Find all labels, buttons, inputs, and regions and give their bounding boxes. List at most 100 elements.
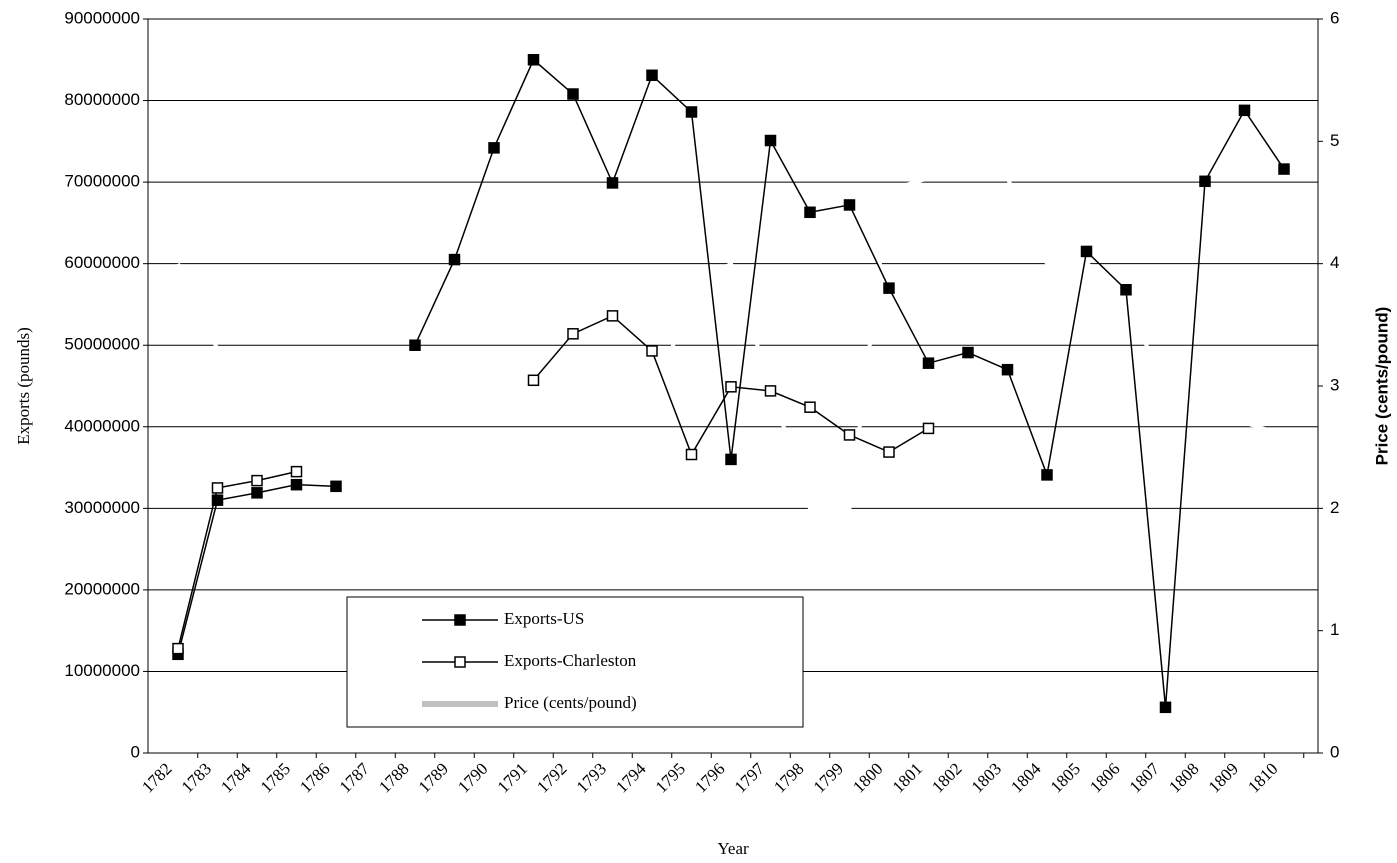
marker <box>685 448 698 461</box>
y-tick-label: 60000000 <box>64 253 140 272</box>
x-tick-label: 1792 <box>533 759 570 796</box>
x-tick-label: 1788 <box>375 759 412 796</box>
x-tick-label: 1783 <box>178 759 215 796</box>
marker <box>764 385 777 397</box>
marker <box>211 494 224 506</box>
marker <box>488 142 500 154</box>
legend-label: Exports-US <box>504 609 584 628</box>
marker <box>172 642 184 655</box>
y-tick-label: 20000000 <box>64 579 140 598</box>
x-tick-label: 1803 <box>968 759 1005 796</box>
marker <box>685 106 698 118</box>
x-tick-label: 1784 <box>217 759 255 797</box>
marker <box>251 474 263 487</box>
marker <box>290 478 303 491</box>
y-axis-title: Exports (pounds) <box>14 327 33 445</box>
x-tick-label: 1810 <box>1244 759 1281 796</box>
marker <box>883 446 895 458</box>
marker <box>764 134 777 147</box>
y2-tick-label: 0 <box>1330 742 1339 761</box>
x-tick-label: 1800 <box>849 759 886 796</box>
x-tick-label: 1806 <box>1086 759 1123 796</box>
marker <box>1041 469 1053 481</box>
y-tick-label: 40000000 <box>64 416 140 435</box>
marker <box>883 282 895 294</box>
x-tick-label: 1789 <box>415 759 452 796</box>
legend: Exports-US Exports-Charleston Price (cents… <box>346 596 804 728</box>
x-tick-label: 1785 <box>257 759 294 796</box>
x-tick-label: 1796 <box>691 759 728 796</box>
marker <box>1159 701 1172 714</box>
x-tick-label: 1805 <box>1047 759 1084 796</box>
marker <box>1238 104 1251 117</box>
marker <box>567 328 579 340</box>
marker <box>606 177 619 189</box>
y2-tick-label: 3 <box>1330 375 1339 394</box>
x-tick-label: 1786 <box>296 759 333 796</box>
y-tick-label: 70000000 <box>64 172 140 191</box>
series-line <box>177 483 337 655</box>
marker <box>1001 363 1014 376</box>
x-tick-label: 1799 <box>810 759 847 796</box>
series-line <box>177 470 297 649</box>
y2-tick-label: 4 <box>1330 253 1339 272</box>
marker <box>804 401 816 413</box>
price-line <box>176 176 1285 511</box>
marker <box>330 480 342 493</box>
x-tick-label: 1809 <box>1205 759 1242 796</box>
marker <box>843 199 856 211</box>
marker <box>1199 175 1211 188</box>
x-tick-label: 1795 <box>652 759 689 796</box>
marker <box>725 381 737 393</box>
marker <box>962 346 974 359</box>
x-tick-label: 1793 <box>573 759 610 796</box>
marker <box>843 429 856 441</box>
marker <box>527 54 540 66</box>
x-tick-label: 1798 <box>770 759 807 796</box>
x-tick-label: 1787 <box>336 759 374 797</box>
marker <box>567 88 579 100</box>
marker <box>1080 245 1093 258</box>
y-tick-label: 10000000 <box>64 661 140 680</box>
marker <box>606 310 619 322</box>
y2-axis-title: Price (cents/pound) <box>1372 307 1391 466</box>
y2-tick-label: 5 <box>1330 131 1339 150</box>
x-tick-label: 1802 <box>928 759 965 796</box>
y-tick-label: 0 <box>131 742 140 761</box>
x-tick-label: 1797 <box>731 759 769 797</box>
marker <box>251 487 263 499</box>
marker <box>448 253 461 266</box>
marker <box>527 374 540 387</box>
y-tick-label: 30000000 <box>64 498 140 517</box>
x-tick-label: 1782 <box>138 759 175 796</box>
x-tick-label: 1790 <box>454 759 491 796</box>
marker <box>646 345 658 357</box>
x-tick-label: 1808 <box>1165 759 1202 796</box>
legend-label: Exports-Charleston <box>504 651 637 670</box>
y2-tick-label: 1 <box>1330 620 1339 639</box>
marker <box>804 206 816 219</box>
marker <box>290 465 303 478</box>
x-tick-label: 1791 <box>494 759 531 796</box>
marker <box>1278 163 1290 175</box>
marker <box>211 482 224 494</box>
x-axis-title: Year <box>717 839 749 858</box>
legend-marker <box>454 656 466 668</box>
y2-tick-label: 6 <box>1330 8 1339 27</box>
y-tick-label: 90000000 <box>64 8 140 27</box>
marker <box>1120 284 1132 296</box>
y2-tick-label: 2 <box>1330 498 1339 517</box>
x-tick-label: 1807 <box>1126 759 1164 797</box>
x-tick-label: 1804 <box>1007 759 1045 797</box>
marker <box>409 339 421 351</box>
marker <box>922 357 935 369</box>
y-tick-label: 50000000 <box>64 335 140 354</box>
y-tick-label: 80000000 <box>64 90 140 109</box>
marker <box>922 422 935 435</box>
x-tick-label: 1801 <box>889 759 926 796</box>
marker <box>725 453 737 466</box>
legend-marker <box>454 614 466 626</box>
marker <box>646 69 658 82</box>
legend-label: Price (cents/pound) <box>504 693 637 712</box>
